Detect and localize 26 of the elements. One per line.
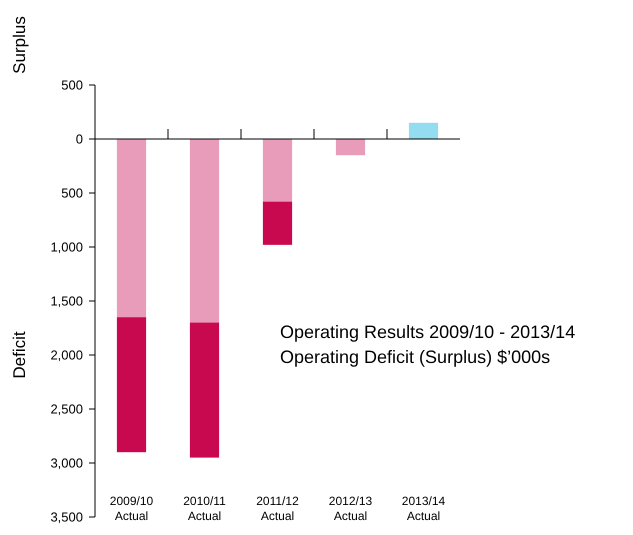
text: Surplus <box>10 16 29 74</box>
x-tick-label: 2013/14 Actual <box>402 494 446 523</box>
y-tick-label: 3,000 <box>50 456 83 471</box>
bar <box>408 122 438 139</box>
y-tick-label: 500 <box>61 186 83 201</box>
bar <box>190 322 220 458</box>
bar <box>262 202 292 245</box>
y-tick-label: 2,000 <box>50 348 83 363</box>
y-tick-label: 1,500 <box>50 294 83 309</box>
bar <box>262 139 292 202</box>
bar <box>116 317 146 452</box>
y-tick-label: 1,000 <box>50 240 83 255</box>
x-tick-label: 2011/12 Actual <box>256 494 300 523</box>
bar <box>116 139 146 318</box>
y-tick-label: 3,500 <box>50 510 83 525</box>
x-tick-label: 2010/11 Actual <box>183 494 226 523</box>
y-tick-label: 0 <box>76 132 83 147</box>
y-tick-label: 2,500 <box>50 402 83 417</box>
bar <box>190 139 220 323</box>
bar <box>336 139 366 156</box>
y-axis-title: Deficit <box>10 331 29 379</box>
text: Operating Deficit (Surplus) $’000s <box>280 347 550 367</box>
text: Operating Results 2009/10 - 2013/14 <box>280 322 576 342</box>
x-tick-label: 2009/10 Actual <box>110 494 154 523</box>
x-tick-label: 2012/13 Actual <box>328 494 373 523</box>
y-tick-label: 500 <box>61 78 83 93</box>
